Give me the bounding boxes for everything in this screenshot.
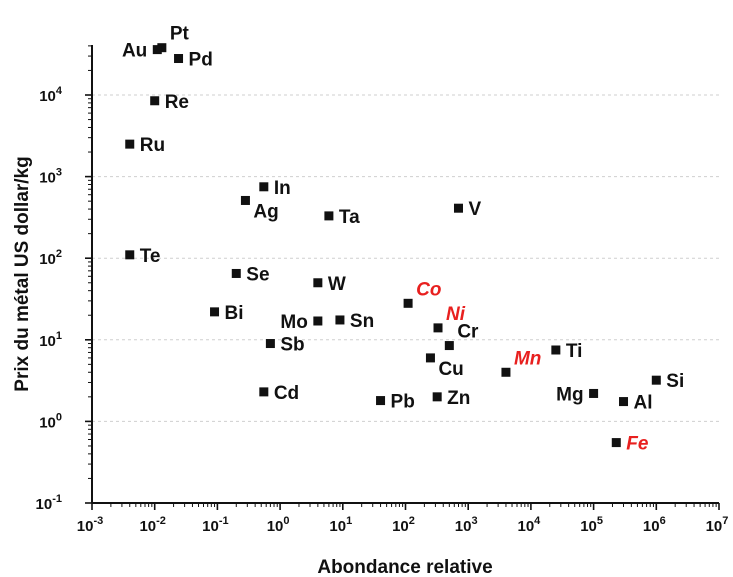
point-al [619,397,629,407]
point-sb [265,339,275,349]
point-label-mn: Mn [514,348,541,369]
point-label-au: Au [122,41,147,62]
point-co [403,298,413,308]
point-zn [432,392,442,402]
y-tick-label: 103 [39,167,62,187]
point-ni [433,323,443,333]
point-mg [589,388,599,398]
point-label-si: Si [666,371,684,392]
point-label-te: Te [140,246,161,267]
x-tick-label: 107 [706,515,729,535]
point-ag [240,195,250,205]
x-tick-label: 104 [517,515,541,535]
point-label-ru: Ru [140,135,165,156]
point-label-pd: Pd [189,50,213,71]
point-label-se: Se [246,264,269,285]
point-re [150,96,160,106]
point-label-cu: Cu [438,359,463,380]
point-label-al: Al [634,393,653,414]
point-label-ag: Ag [253,201,278,222]
x-tick-label: 105 [580,515,603,535]
x-axis-title: Abondance relative [317,557,492,577]
y-tick-label: 104 [39,85,63,105]
x-tick-label: 10-3 [77,515,103,535]
point-label-zn: Zn [447,388,470,409]
axis-ticks [85,45,720,510]
point-sn [335,315,345,325]
x-tick-label: 101 [329,515,352,535]
y-tick-label: 101 [39,330,62,350]
point-v [453,203,463,213]
point-si [651,375,661,385]
point-label-ta: Ta [339,207,360,228]
x-tick-label: 102 [392,515,415,535]
point-label-co: Co [416,279,441,300]
y-tick-label: 102 [39,248,62,268]
point-label-pt: Pt [170,24,190,45]
y-tick-label: 100 [39,411,62,431]
point-mo [313,316,323,326]
point-se [231,268,241,278]
data-points [125,43,661,448]
point-ru [125,139,135,149]
point-au [152,45,162,55]
x-tick-label: 10-1 [202,515,228,535]
point-label-ti: Ti [566,341,583,362]
point-pd [174,54,184,64]
point-te [125,250,135,260]
point-ta [324,211,334,221]
point-label-ni: Ni [446,304,466,325]
point-label-w: W [328,274,346,295]
point-in [259,182,269,192]
point-label-cd: Cd [274,383,299,404]
x-tick-label: 100 [267,515,290,535]
y-axis-title: Prix du métal US dollar/kg [12,156,33,391]
point-label-pb: Pb [391,392,415,413]
x-tick-label: 103 [455,515,478,535]
point-label-cr: Cr [457,322,479,343]
point-ti [551,345,561,355]
point-label-sb: Sb [280,335,304,356]
point-label-mg: Mg [556,384,583,405]
point-label-mo: Mo [280,312,307,333]
point-label-re: Re [165,92,189,113]
point-w [313,278,323,288]
point-fe [611,438,621,448]
point-label-in: In [274,178,291,199]
point-cd [259,387,269,397]
point-cr [444,341,454,351]
x-tick-label: 10-2 [139,515,165,535]
point-label-bi: Bi [225,303,244,324]
point-label-sn: Sn [350,311,374,332]
y-tick-label: 10-1 [36,493,62,513]
x-tick-label: 106 [643,515,666,535]
point-pb [376,396,386,406]
point-bi [210,307,220,317]
point-pt [157,43,167,53]
point-label-fe: Fe [626,434,649,455]
grid-lines [92,94,719,422]
point-cu [425,353,435,363]
point-label-v: V [468,199,481,220]
point-mn [501,367,511,377]
